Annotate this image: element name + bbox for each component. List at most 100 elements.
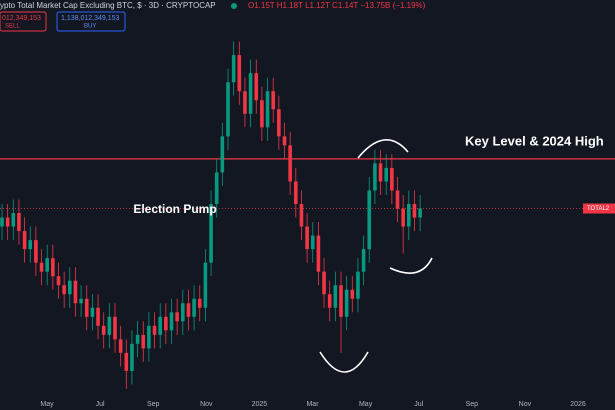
candle-body [141,334,146,349]
candle-body [322,271,326,295]
candle-body [135,334,140,344]
buy-label: BUY [84,24,96,30]
candle-body [158,316,162,335]
candle-body [22,231,27,250]
candle-body [271,91,275,110]
candle-body [28,240,33,250]
x-tick-label: 2026 [570,401,586,408]
candle-body [356,271,360,299]
x-tick-label: Mar [306,401,319,408]
buy-price: 1,138,012,349,153 [61,15,119,22]
candle-body [186,303,191,317]
candle-body [197,298,202,308]
status-dot [231,3,237,9]
x-tick-label: May [359,401,373,408]
candle-body [152,325,157,335]
x-tick-label: Jul [414,401,423,408]
candle-body [118,339,123,353]
candle-body [395,190,400,209]
ohlc: O1.15T H1.18T L1.12T C1.14T −13.75B (−1.… [248,1,426,10]
candle-body [401,208,405,227]
sell-button[interactable] [0,11,47,32]
candle-body [412,204,417,218]
candle-body [339,285,343,317]
candle-body [51,258,55,277]
x-tick-label: May [40,401,54,408]
candle-body [34,240,38,263]
candle-body [265,91,270,128]
candle-body [96,307,100,326]
buy-button[interactable] [56,11,126,32]
candle-body [418,208,422,218]
candle-body [248,73,253,114]
sell-label: SELL [5,24,20,30]
candle-body [79,298,83,304]
hand-drawn-arc [389,257,433,274]
candle-body [316,235,321,272]
candle-body [243,91,247,114]
candle-body [361,249,366,272]
candle-body [282,136,287,146]
candle-body [5,217,10,227]
candle-body [130,343,134,371]
candle-body [203,262,208,308]
candle-body [169,312,174,331]
candle-body [68,280,72,295]
candle-body [277,109,281,137]
candle-body [0,217,4,227]
x-tick-label: 2025 [252,401,268,408]
candle-body [260,100,264,128]
candle-body [214,172,219,204]
x-tick-label: Sep [147,401,160,408]
candle-body [56,276,61,286]
candle-body [350,289,355,299]
candle-body [101,325,106,335]
candle-body [113,316,117,340]
candle-body [310,235,315,250]
candle-body [192,298,196,317]
candle-body [384,167,388,182]
candle-body [407,204,411,227]
candle-body [231,55,236,83]
candle-body [333,285,338,308]
candle-body [373,163,377,191]
candle-body [175,312,179,322]
candle-body [147,325,151,349]
price-tag [583,203,615,214]
candle-body [90,307,95,317]
candle-body [378,163,383,182]
candle-body [254,73,259,101]
hand-drawn-arc [319,351,369,373]
x-tick-label: Nov [200,401,213,408]
candle-body [299,204,304,227]
x-tick-label: Sep [466,401,479,408]
candle-body [39,262,44,272]
candle-body [305,226,309,250]
candle-body [45,258,49,272]
candle-body [164,316,168,331]
candle-body [327,294,332,308]
symbol-title: ypto Total Market Cap Excluding BTC, $ ·… [0,1,216,10]
candle-body [294,181,298,204]
price-tag-label: TOTAL2 [587,206,610,212]
candle-body [84,298,89,317]
candle-body [181,303,185,322]
candle-body [390,167,394,191]
annotation: Election Pump [133,202,216,216]
candle-body [62,285,66,295]
plot-area [0,41,615,389]
candle-body [124,352,129,371]
hand-drawn-arc [357,139,409,159]
candle-body [226,82,230,137]
annotation: Key Level & 2024 High [465,133,604,148]
candle-body [17,213,21,232]
candle-body [220,136,225,173]
candle-body [344,289,349,317]
candle-body [288,145,292,182]
candle-body [367,190,372,250]
x-tick-label: Nov [519,401,532,408]
candle-body [237,55,242,92]
